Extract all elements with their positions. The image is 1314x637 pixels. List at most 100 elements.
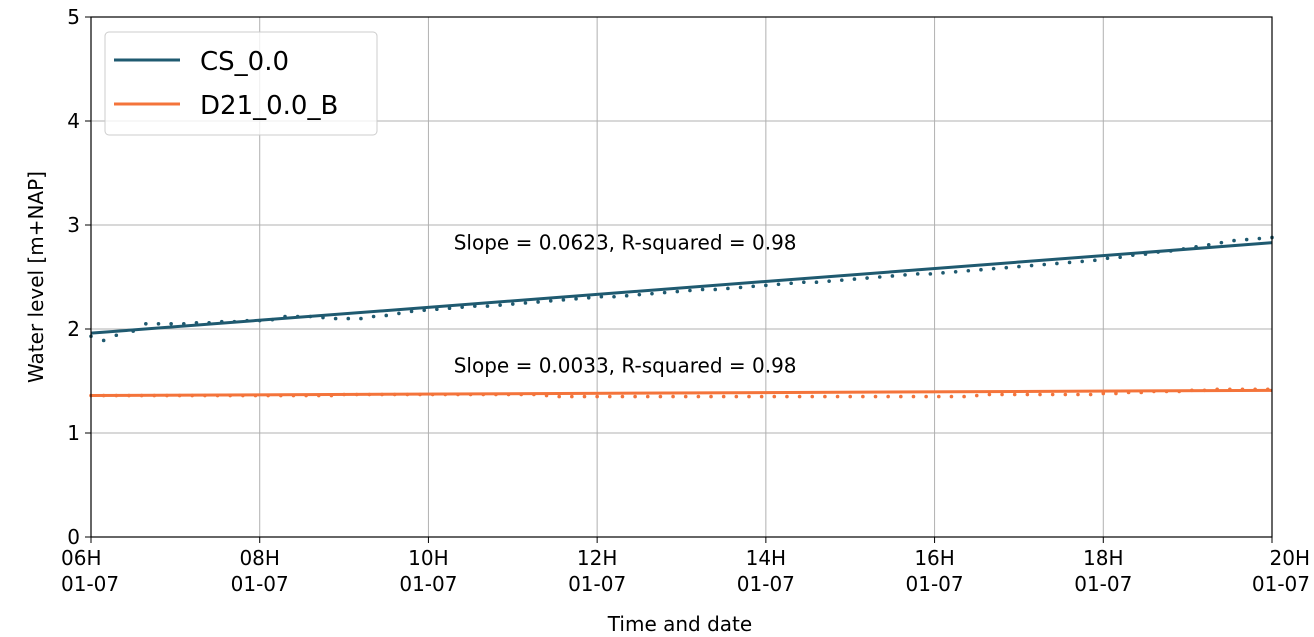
observed-point [848, 394, 853, 399]
observed-point [139, 393, 144, 398]
observed-point [776, 282, 781, 287]
observed-point [194, 320, 199, 325]
observed-point [1181, 247, 1186, 251]
observed-point [713, 287, 718, 292]
observed-point [827, 279, 831, 283]
observed-point [861, 394, 865, 399]
observed-point [1038, 392, 1042, 397]
observed-point [700, 287, 705, 292]
observed-point [595, 394, 599, 399]
observed-point [418, 392, 422, 397]
observed-point [1240, 387, 1245, 392]
observed-point [101, 338, 106, 343]
observed-point [308, 314, 313, 319]
observed-point [764, 283, 768, 288]
legend-label-d21: D21_0.0_B [200, 91, 338, 121]
x-tick-date-label: 01-07 [906, 572, 964, 596]
x-tick-date-label: 01-07 [61, 572, 119, 596]
observed-point [633, 394, 637, 399]
observed-point [169, 322, 173, 326]
observed-point [359, 316, 363, 321]
observed-point [1029, 263, 1034, 268]
observed-point [738, 285, 743, 290]
observed-point [671, 394, 675, 399]
observed-point [1088, 392, 1093, 397]
observed-point [979, 267, 983, 272]
observed-point [468, 392, 473, 397]
observed-point [447, 306, 452, 311]
observed-point [873, 394, 878, 399]
observed-point [1114, 391, 1118, 396]
x-tick-date-label: 01-07 [1074, 572, 1132, 596]
legend-box [104, 31, 378, 136]
y-tick-label: 4 [67, 109, 80, 133]
observed-point [177, 393, 182, 398]
observed-point [456, 392, 460, 397]
observed-point [599, 294, 604, 299]
observed-point [144, 322, 148, 326]
observed-point [1050, 392, 1055, 397]
observed-point [215, 393, 220, 398]
observed-point [696, 394, 701, 399]
observed-point [561, 298, 566, 302]
x-tick-date-label: 01-07 [399, 572, 457, 596]
observed-point [924, 394, 928, 399]
observed-point [1080, 259, 1084, 264]
observed-point [460, 305, 464, 309]
x-tick-label: 16H [914, 546, 955, 570]
observed-point [557, 394, 561, 399]
observed-point [1131, 253, 1135, 257]
observed-point [823, 394, 827, 399]
observed-point [1265, 387, 1270, 392]
observed-point [397, 311, 401, 316]
observed-point [751, 284, 756, 289]
observed-point [899, 394, 903, 399]
observed-point [548, 299, 553, 303]
observed-point [1042, 262, 1047, 267]
observed-point [435, 307, 439, 312]
observed-point [114, 333, 119, 338]
observed-point [650, 291, 654, 296]
observed-point [266, 393, 270, 398]
regression-annotation: Slope = 0.0033, R-squared = 0.98 [454, 353, 797, 377]
observed-point [658, 394, 663, 399]
observed-point [1164, 389, 1169, 394]
x-tick-label: 18H [1083, 546, 1124, 570]
legend-label-cs: CS_0.0 [200, 47, 289, 77]
observed-point [759, 394, 764, 399]
observed-point [1025, 392, 1030, 397]
observed-point [607, 394, 612, 399]
trend-line [90, 241, 1273, 335]
observed-point [1219, 240, 1224, 245]
observed-point [127, 393, 131, 398]
observed-point [295, 314, 300, 319]
observed-point [1152, 389, 1156, 394]
observed-point [1228, 387, 1232, 392]
plot-frame [90, 16, 1273, 538]
x-tick-label: 10H [408, 546, 449, 570]
y-tick-label: 2 [67, 317, 80, 341]
observed-point [962, 394, 966, 399]
observed-point [1093, 258, 1097, 263]
observed-point [612, 294, 616, 299]
x-axis-ticks: 06H01-0708H01-0710H01-0712H01-0714H01-07… [61, 537, 1310, 596]
observed-point [506, 392, 511, 397]
x-tick-label: 14H [746, 546, 787, 570]
x-tick-date-label: 01-07 [1252, 572, 1310, 596]
observed-point [734, 394, 739, 399]
observed-point [304, 393, 308, 398]
observed-point [1004, 265, 1009, 270]
observed-point [291, 393, 296, 398]
observed-point [1063, 392, 1068, 397]
observed-point [405, 392, 410, 397]
observed-point [797, 394, 802, 399]
observed-point [485, 304, 490, 308]
y-tick-label: 0 [67, 525, 80, 549]
observed-point [620, 394, 625, 399]
observed-point [865, 276, 869, 280]
observed-point [523, 301, 528, 305]
observed-point [1017, 264, 1021, 269]
observed-point [101, 393, 106, 398]
observed-point [1253, 387, 1257, 392]
